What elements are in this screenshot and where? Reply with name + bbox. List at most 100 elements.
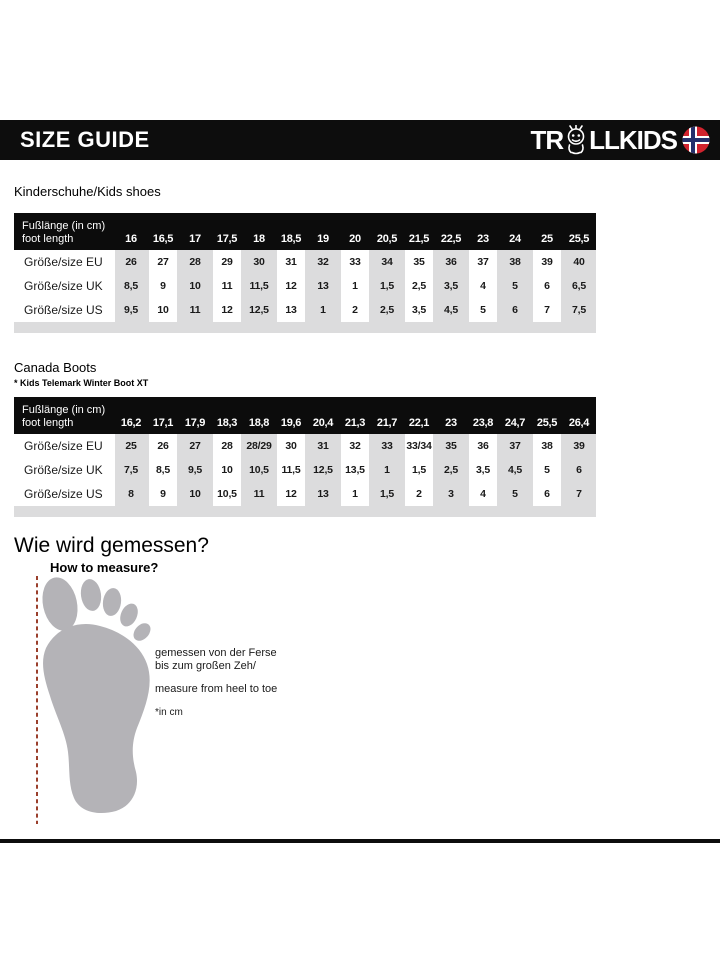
foot-length-value: 21,3 [344, 417, 366, 429]
table-cell-value: 1 [339, 482, 371, 506]
table-row-label: Größe/size UK [14, 274, 115, 298]
table-cell-value: 32 [307, 250, 339, 274]
foot-length-value: 17,9 [184, 417, 206, 429]
measure-note-unit: *in cm [155, 707, 183, 718]
table-cell-value: 13 [307, 482, 339, 506]
kids-shoes-size-table: Fußlänge (in cm) foot length 16 16,5 17 17,5 1… [14, 213, 596, 333]
table-row: Größe/size EU 26 27 28 29 30 31 32 33 34 35 36 37 38 3… [14, 250, 596, 274]
foot-length-value: 17 [189, 233, 201, 245]
kids-shoes-heading: Kinderschuhe/Kids shoes [14, 184, 161, 199]
foot-length-value: 16,5 [152, 233, 174, 245]
table-cell-value: 36 [467, 434, 499, 458]
foot-length-value: 23 [477, 233, 489, 245]
measure-note-de-1: gemessen von der Ferse [155, 647, 277, 659]
table-cell-value: 27 [147, 250, 179, 274]
foot-length-value: 18 [253, 233, 265, 245]
foot-length-value: 26,4 [568, 417, 590, 429]
table-cell-value: 12 [211, 298, 243, 322]
table-cell-value: 4 [467, 274, 499, 298]
table-cell-value: 26 [115, 250, 147, 274]
table-cell-value: 8,5 [147, 458, 179, 482]
canada-boots-size-table: Fußlänge (in cm) foot length 16,2 17,1 17,9 1… [14, 397, 596, 517]
foot-length-value: 19,6 [280, 417, 302, 429]
table-cell-value: 32 [339, 434, 371, 458]
table-cell-value: 11 [211, 274, 243, 298]
table-cell-value: 1,5 [403, 458, 435, 482]
table-cell-value: 7,5 [115, 458, 147, 482]
table-cell-value: 6 [499, 298, 531, 322]
table-cell-value: 4,5 [435, 298, 467, 322]
table-cell-value: 8 [115, 482, 147, 506]
table-cell-value: 9 [147, 274, 179, 298]
table-cell-value: 2 [339, 298, 371, 322]
table-cell-value: 38 [531, 434, 563, 458]
foot-length-value: 21,7 [376, 417, 398, 429]
table-cell-value: 31 [307, 434, 339, 458]
measure-notes: gemessen von der Ferse bis zum großen Ze… [155, 647, 277, 719]
table-cell-value: 33 [371, 434, 403, 458]
table-cell-value: 28 [211, 434, 243, 458]
table-row: Größe/size US 9,5 10 11 12 12,5 13 1 2 2,5 3,5 4,5 5… [14, 298, 596, 322]
table-cell-value: 11,5 [243, 274, 275, 298]
table-cell-value: 30 [243, 250, 275, 274]
table-row-label: Größe/size US [14, 298, 115, 322]
foot-length-value: 22,1 [408, 417, 430, 429]
table-row-label: Größe/size EU [14, 434, 115, 458]
canada-boots-subheading: * Kids Telemark Winter Boot XT [14, 378, 149, 388]
foot-length-value: 23 [445, 417, 457, 429]
table-cell-value: 2 [403, 482, 435, 506]
measure-heading-de: Wie wird gemessen? [14, 534, 209, 557]
table-cell-value: 35 [403, 250, 435, 274]
table-cell-value: 3 [435, 482, 467, 506]
foot-length-value: 18,8 [248, 417, 270, 429]
foot-length-value: 18,3 [216, 417, 238, 429]
table-cell-value: 10,5 [211, 482, 243, 506]
table-cell-value: 12,5 [307, 458, 339, 482]
table-cell-value: 13 [307, 274, 339, 298]
foot-length-value: 25 [541, 233, 553, 245]
brand-text-left: TR [530, 124, 564, 155]
foot-length-value: 22,5 [440, 233, 462, 245]
table-cell-value: 39 [531, 250, 563, 274]
table-cell-value: 1 [339, 274, 371, 298]
table-cell-value: 29 [211, 250, 243, 274]
table-cell-value: 9 [147, 482, 179, 506]
table-cell-value: 11,5 [275, 458, 307, 482]
header-banner: SIZE GUIDE TR LLKIDS [0, 120, 720, 160]
table-cell-value: 7 [531, 298, 563, 322]
table-cell-value: 6,5 [563, 274, 595, 298]
brand-text-right: LLKIDS [589, 124, 678, 155]
table-cell-value: 9,5 [179, 458, 211, 482]
table-cell-value: 2,5 [371, 298, 403, 322]
table-cell-value: 2,5 [435, 458, 467, 482]
table-cell-value: 11 [243, 482, 275, 506]
table-cell-value: 11 [179, 298, 211, 322]
trollkids-logo: TR LLKIDS [530, 125, 710, 156]
table-cell-value: 35 [435, 434, 467, 458]
table-cell-value: 3,5 [403, 298, 435, 322]
foot-length-value: 16,2 [120, 417, 142, 429]
table-cell-value: 8,5 [115, 274, 147, 298]
foot-length-value: 17,5 [216, 233, 238, 245]
table-cell-value: 4,5 [499, 458, 531, 482]
table-cell-value: 27 [179, 434, 211, 458]
table-cell-value: 34 [371, 250, 403, 274]
foot-length-value: 24,7 [504, 417, 526, 429]
foot-length-value: 18,5 [280, 233, 302, 245]
table-cell-value: 33/34 [403, 434, 435, 458]
table-cell-value: 1,5 [371, 482, 403, 506]
table-cell-value: 10 [179, 274, 211, 298]
measure-heading-en: How to measure? [50, 560, 159, 575]
foot-length-value: 16 [125, 233, 137, 245]
canada-boots-heading: Canada Boots [14, 360, 97, 375]
table-row-label: Größe/size US [14, 482, 115, 506]
foot-length-value: 25,5 [568, 233, 590, 245]
table-row: Größe/size EU 25 26 27 28 28/29 30 31 32 33 33/34 3… [14, 434, 596, 458]
foot-length-label: Fußlänge (in cm) foot length [14, 220, 115, 250]
table-cell-value: 37 [467, 250, 499, 274]
table-cell-value: 3,5 [435, 274, 467, 298]
table-cell-value: 10 [147, 298, 179, 322]
table-cell-value: 10 [179, 482, 211, 506]
table-cell-value: 1,5 [371, 274, 403, 298]
